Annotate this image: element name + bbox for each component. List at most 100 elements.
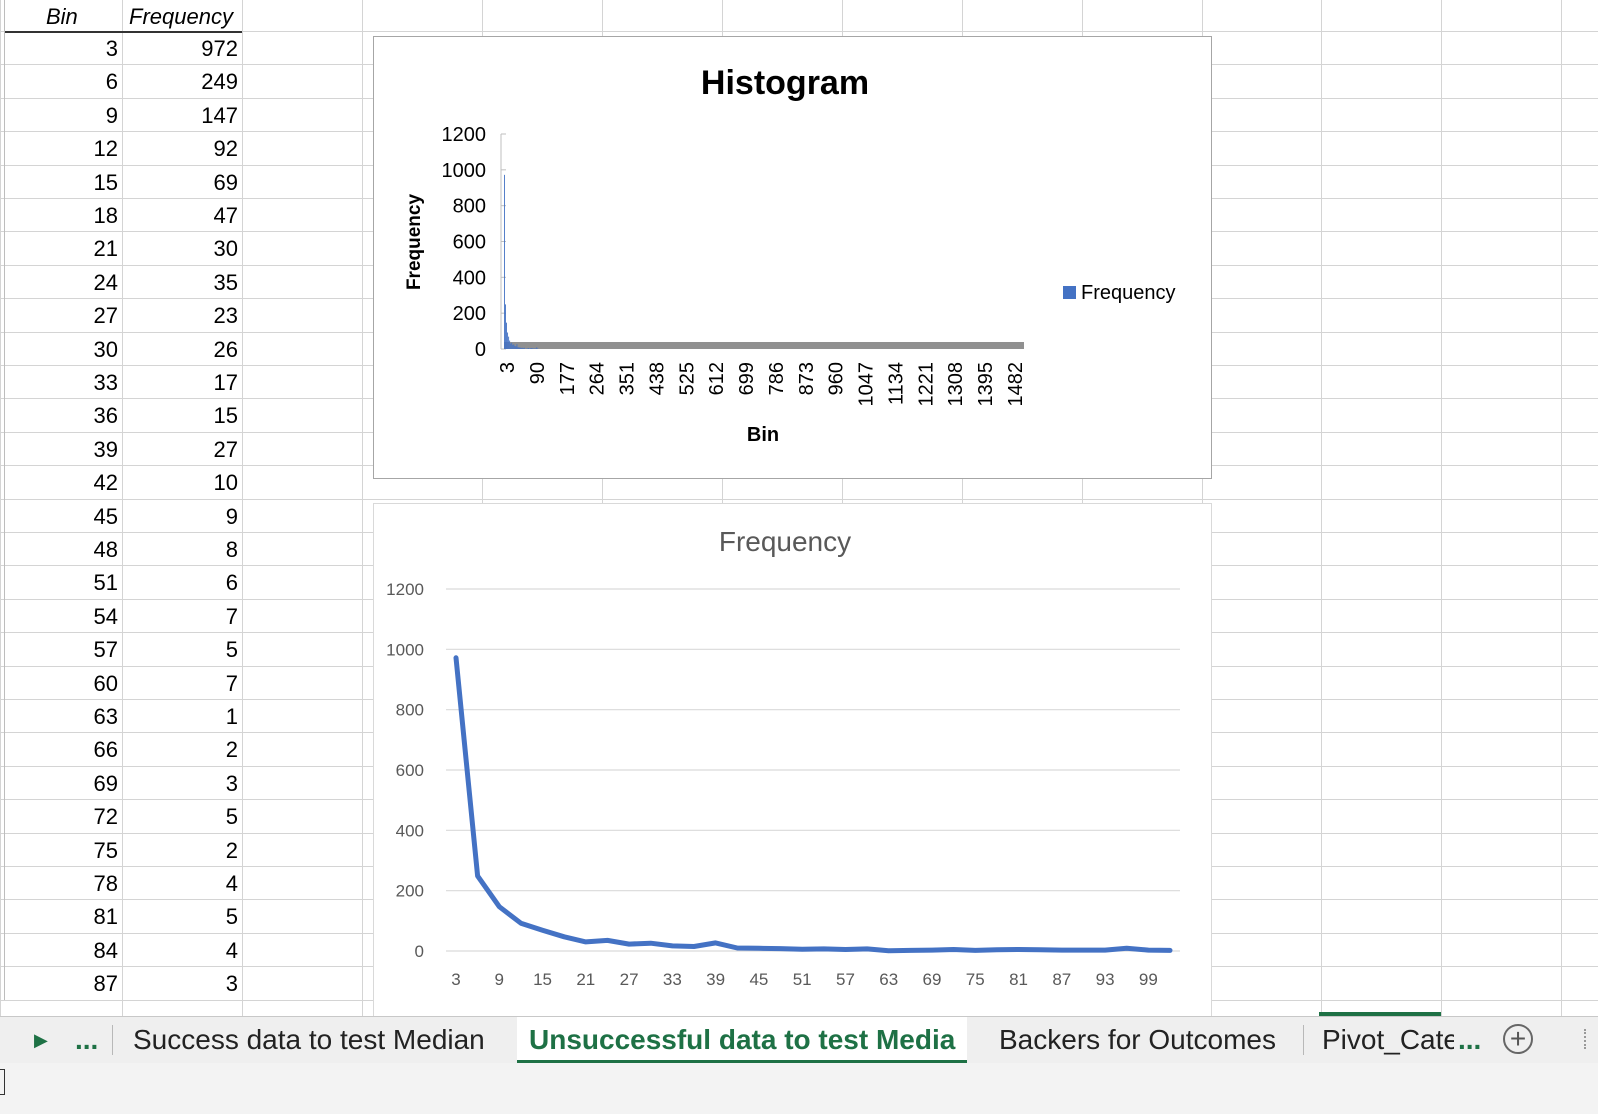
histogram-bar xyxy=(526,348,528,349)
frequency-cell[interactable]: 35 xyxy=(213,269,238,295)
frequency-cell[interactable]: 4 xyxy=(225,937,238,963)
bin-cell[interactable]: 81 xyxy=(93,904,118,930)
tab-scroll-right-icon[interactable]: ▶ xyxy=(34,1030,48,1050)
frequency-cell[interactable]: 147 xyxy=(201,102,238,128)
bin-header[interactable]: Bin xyxy=(46,4,78,29)
bin-cell[interactable]: 24 xyxy=(93,269,118,295)
status-bar xyxy=(0,1063,1598,1114)
frequency-cell[interactable]: 2 xyxy=(225,837,238,863)
frequency-cell[interactable]: 2 xyxy=(225,737,238,763)
bin-cell[interactable]: 42 xyxy=(93,470,118,496)
bin-cell[interactable]: 18 xyxy=(93,203,118,228)
frequency-cell[interactable]: 23 xyxy=(213,303,238,329)
histogram-bar xyxy=(509,340,511,349)
tab-more-right-button[interactable]: ... xyxy=(1458,1024,1482,1055)
histogram-x-tick-label: 264 xyxy=(587,362,609,395)
frequency-cell[interactable]: 69 xyxy=(213,169,238,195)
bin-cell[interactable]: 57 xyxy=(93,637,118,663)
frequency-cell[interactable]: 9 xyxy=(225,503,238,529)
histogram-bar xyxy=(536,347,538,349)
frequency-cell[interactable]: 5 xyxy=(225,804,238,830)
frequency-cell[interactable]: 92 xyxy=(213,136,238,162)
bin-cell[interactable]: 15 xyxy=(93,169,118,195)
bin-cell[interactable]: 3 xyxy=(105,36,118,61)
bin-cell[interactable]: 87 xyxy=(93,971,118,997)
histogram-y-tick-label: 0 xyxy=(475,339,486,361)
bin-cell[interactable]: 72 xyxy=(93,804,118,830)
row-gridline xyxy=(0,31,1598,32)
bin-cell[interactable]: 84 xyxy=(93,937,118,963)
frequency-cell[interactable]: 7 xyxy=(225,603,238,629)
frequency-cell[interactable]: 3 xyxy=(225,971,238,997)
bin-cell[interactable]: 9 xyxy=(105,102,118,128)
histogram-bar xyxy=(512,344,514,349)
frequency-line-chart[interactable]: Frequency 0 200 400 600 800 1000 1200 3 9 15 21 27… xyxy=(373,503,1212,1016)
frequency-cell[interactable]: 6 xyxy=(225,570,238,596)
frequency-cell[interactable]: 972 xyxy=(201,36,238,61)
line-chart-x-tick-label: 69 xyxy=(923,970,942,989)
bin-cell[interactable]: 63 xyxy=(93,704,118,729)
histogram-y-tick-label: 400 xyxy=(453,267,486,289)
histogram-x-tick-label: 90 xyxy=(527,362,549,384)
bin-cell[interactable]: 6 xyxy=(105,69,118,95)
histogram-bar xyxy=(521,347,523,349)
bin-cell[interactable]: 75 xyxy=(93,837,118,863)
bin-cell[interactable]: 36 xyxy=(93,403,118,429)
bin-cell[interactable]: 45 xyxy=(93,503,118,529)
frequency-cell[interactable]: 47 xyxy=(213,203,238,228)
frequency-cell[interactable]: 249 xyxy=(201,69,238,95)
bin-cell[interactable]: 33 xyxy=(93,370,118,395)
frequency-header[interactable]: Frequency xyxy=(129,4,233,29)
frequency-cell[interactable]: 10 xyxy=(213,470,238,496)
frequency-cell[interactable]: 1 xyxy=(225,704,238,729)
frequency-cell[interactable]: 3 xyxy=(225,770,238,796)
bin-cell[interactable]: 66 xyxy=(93,737,118,763)
tab-splitter-handle[interactable] xyxy=(1584,1029,1590,1049)
histogram-bar xyxy=(537,348,539,349)
line-chart-x-tick-label: 87 xyxy=(1052,970,1071,989)
sheet-tab-bar: ▶ ... Success data to test Median Unsucc… xyxy=(0,1016,1598,1063)
line-chart-x-tick-label: 9 xyxy=(495,970,504,989)
tab-backers-for-outcomes[interactable]: Backers for Outcomes xyxy=(999,1024,1276,1055)
tab-pivot-cate[interactable]: Pivot_Cate xyxy=(1322,1024,1454,1055)
bin-cell[interactable]: 51 xyxy=(93,570,118,596)
bin-cell[interactable]: 78 xyxy=(93,871,118,896)
histogram-bar xyxy=(518,347,520,349)
line-chart-x-tick-label: 63 xyxy=(879,970,898,989)
bin-cell[interactable]: 21 xyxy=(93,236,118,262)
frequency-cell[interactable]: 17 xyxy=(213,370,238,395)
frequency-cell[interactable]: 15 xyxy=(213,403,238,429)
histogram-x-tick-label: 1221 xyxy=(915,362,937,407)
frequency-cell[interactable]: 26 xyxy=(213,336,238,362)
bin-cell[interactable]: 39 xyxy=(93,436,118,462)
histogram-x-tick-label: 438 xyxy=(646,362,668,395)
bin-cell[interactable]: 30 xyxy=(93,336,118,362)
tab-more-left-button[interactable]: ... xyxy=(75,1024,99,1055)
frequency-cell[interactable]: 5 xyxy=(225,904,238,930)
bin-cell[interactable]: 69 xyxy=(93,770,118,796)
histogram-bar xyxy=(531,348,532,349)
histogram-chart[interactable]: Histogram Frequency Bin 0 200 400 600 800 100… xyxy=(373,36,1212,479)
frequency-cell[interactable]: 7 xyxy=(225,670,238,696)
bin-cell[interactable]: 48 xyxy=(93,537,118,562)
frequency-cell[interactable]: 5 xyxy=(225,637,238,663)
bin-cell[interactable]: 60 xyxy=(93,670,118,696)
tab-unsuccessful-data[interactable]: Unsuccessful data to test Media xyxy=(517,1017,968,1063)
frequency-cell[interactable]: 4 xyxy=(225,871,238,896)
frequency-cell[interactable]: 27 xyxy=(213,436,238,462)
bin-cell[interactable]: 12 xyxy=(93,136,118,162)
line-chart-x-tick-label: 45 xyxy=(749,970,768,989)
bin-cell[interactable]: 27 xyxy=(93,303,118,329)
histogram-bar xyxy=(507,332,509,349)
plus-circle-icon[interactable]: + xyxy=(1503,1024,1533,1054)
column-gridline xyxy=(1561,0,1562,1016)
column-gridline xyxy=(1321,0,1322,1016)
histogram-y-axis-label: Frequency xyxy=(404,194,425,291)
bin-cell[interactable]: 54 xyxy=(93,603,118,629)
worksheet-grid[interactable]: Bin Frequency 3 972 6 249 9 147 12 92 15 69 18 47 21… xyxy=(0,0,1598,1016)
line-chart-x-tick-label: 39 xyxy=(706,970,725,989)
frequency-cell[interactable]: 8 xyxy=(225,537,238,562)
tab-success-data[interactable]: Success data to test Median xyxy=(133,1024,485,1055)
frequency-cell[interactable]: 30 xyxy=(213,236,238,262)
